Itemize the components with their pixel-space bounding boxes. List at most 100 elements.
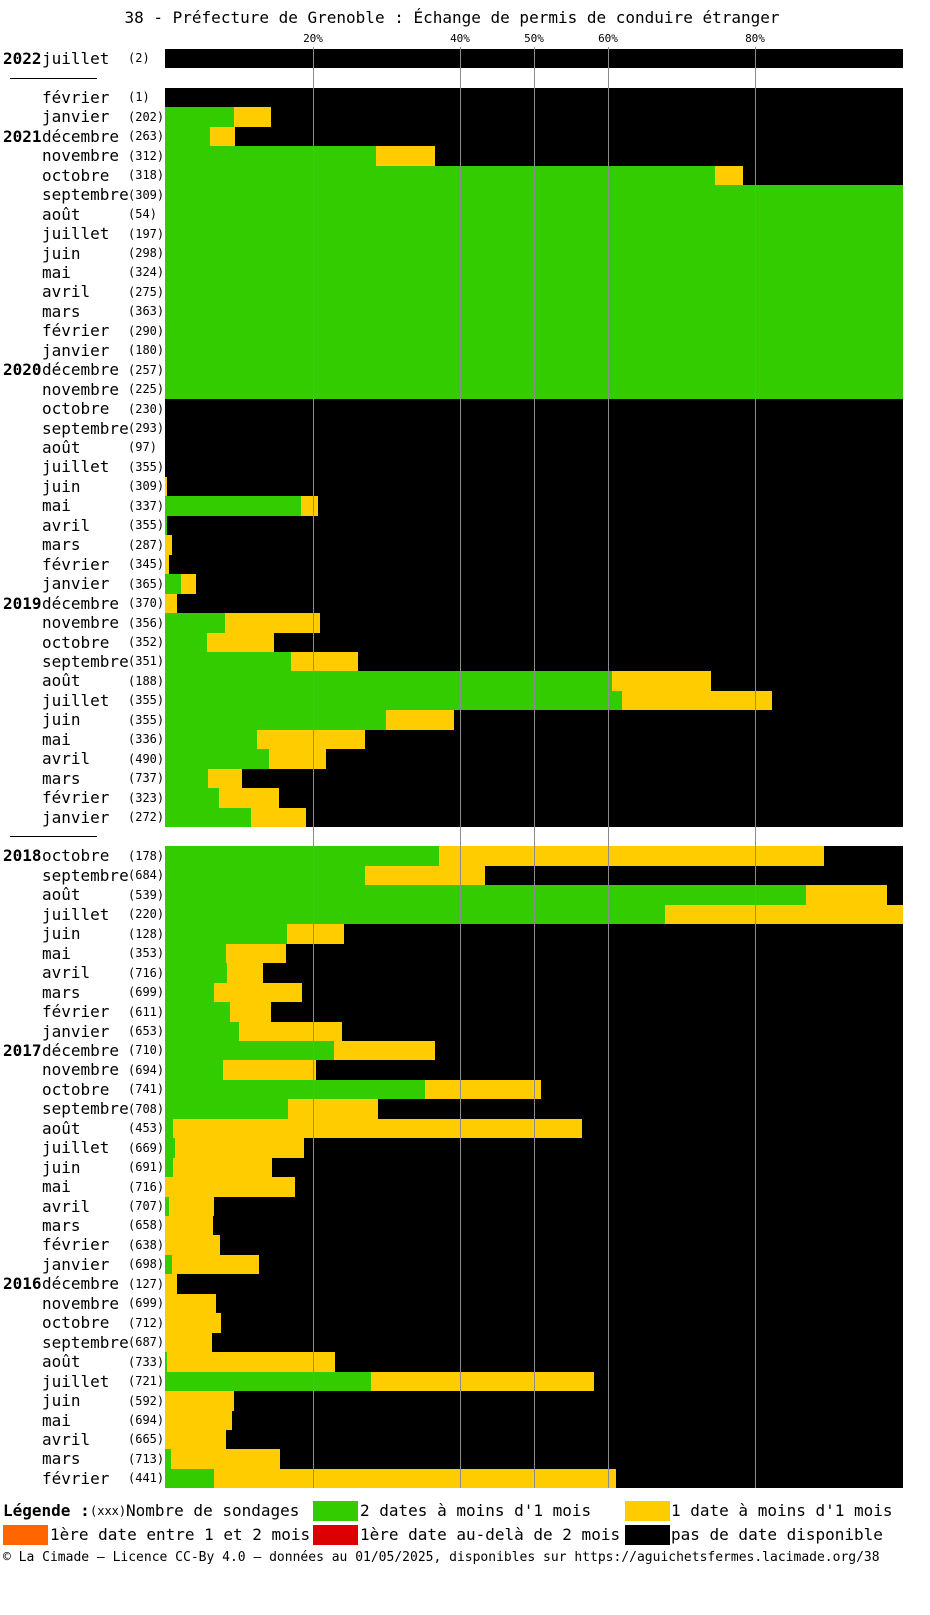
- month-label: juillet: [42, 905, 110, 924]
- year-label: 2020: [3, 360, 42, 379]
- chart-row: mai (337): [0, 496, 904, 516]
- chart-row: juin (592): [0, 1391, 904, 1411]
- chart-row: juin (298): [0, 244, 904, 263]
- sondages-count-value: 539: [135, 888, 157, 902]
- two-dates-segment: [165, 574, 182, 594]
- legend-label-two-dates: 2 dates à moins d'1 mois: [360, 1501, 592, 1520]
- sondages-count-value: 355: [135, 460, 157, 474]
- sondages-count: (275): [128, 285, 165, 299]
- month-label: décembre: [42, 594, 120, 613]
- no-date-segment: [176, 1274, 903, 1294]
- month-label: septembre: [42, 185, 129, 204]
- one-date-segment: [165, 535, 172, 555]
- bar-track: [165, 1041, 903, 1060]
- chart-row: mars (737): [0, 769, 904, 788]
- sondages-count-value: 225: [135, 382, 157, 396]
- sondages-count-value: 54: [135, 207, 150, 221]
- sondages-count-value: 710: [135, 1043, 157, 1057]
- two-dates-segment: [165, 691, 622, 710]
- month-label: mai: [42, 1411, 71, 1430]
- sondages-count: (716): [128, 966, 165, 980]
- sondages-count-value: 220: [135, 907, 157, 921]
- sondages-count-value: 323: [135, 791, 157, 805]
- year-label: 2016: [3, 1274, 42, 1293]
- one-date-segment: [165, 1216, 213, 1235]
- chart-row: février (611): [0, 1002, 904, 1022]
- sondages-count-value: 669: [135, 1141, 157, 1155]
- month-label: mars: [42, 983, 81, 1002]
- one-date-segment: [165, 594, 177, 613]
- month-label: septembre: [42, 652, 129, 671]
- one-date-segment: [165, 1313, 222, 1333]
- legend-swatch-first-date-1-2-months: [3, 1525, 48, 1545]
- x-tick-label: 80%: [745, 32, 765, 45]
- month-label: avril: [42, 516, 91, 535]
- no-date-segment: [168, 555, 903, 574]
- sondages-count: (658): [128, 1218, 165, 1232]
- sondages-count: (691): [128, 1160, 165, 1174]
- sondages-count-value: 658: [135, 1218, 157, 1232]
- month-label: mai: [42, 730, 71, 749]
- two-dates-segment: [165, 146, 377, 166]
- month-label: mars: [42, 535, 81, 554]
- chart-row: juillet (220): [0, 905, 904, 924]
- chart-row: 2022 juillet (2): [0, 49, 904, 68]
- one-date-segment: [165, 1391, 234, 1411]
- no-date-segment: [212, 1333, 903, 1352]
- sondages-count-value: 741: [135, 1082, 157, 1096]
- no-date-segment: [271, 1002, 903, 1022]
- chart-row: janvier (653): [0, 1022, 904, 1041]
- sondages-count: (653): [128, 1024, 165, 1038]
- sondages-count: (180): [128, 343, 165, 357]
- month-label: décembre: [42, 1041, 120, 1060]
- chart-row: avril (716): [0, 963, 904, 983]
- one-date-segment: [213, 983, 302, 1002]
- two-dates-segment: [165, 107, 235, 127]
- no-date-segment: [195, 574, 903, 594]
- no-date-segment: [325, 749, 903, 769]
- one-date-segment: [165, 555, 169, 574]
- no-date-segment: [167, 516, 903, 535]
- sondages-count: (309): [128, 479, 165, 493]
- month-label: avril: [42, 963, 91, 982]
- one-date-segment: [226, 963, 264, 983]
- sondages-count-value: 275: [135, 285, 157, 299]
- no-date-segment: [294, 1177, 903, 1197]
- sondages-count-value: 197: [135, 227, 157, 241]
- no-date-segment: [342, 1022, 903, 1041]
- month-label: janvier: [42, 341, 110, 360]
- sondages-count-value: 684: [135, 868, 157, 882]
- sondages-count-value: 694: [135, 1063, 157, 1077]
- sondages-count-value: 365: [135, 577, 157, 591]
- month-label: juillet: [42, 224, 110, 243]
- one-date-segment: [165, 1411, 233, 1430]
- sondages-count-value: 352: [135, 635, 157, 649]
- month-label: octobre: [42, 1080, 110, 1099]
- no-date-segment: [221, 1313, 903, 1333]
- one-date-segment: [665, 905, 903, 924]
- sondages-count: (352): [128, 635, 165, 649]
- two-dates-segment: [165, 1022, 239, 1041]
- no-date-segment: [581, 1119, 903, 1138]
- one-date-segment: [173, 1119, 582, 1138]
- two-dates-segment: [165, 963, 227, 983]
- no-date-segment: [319, 613, 903, 633]
- no-date-segment: [171, 535, 903, 555]
- sondages-count-value: 298: [135, 246, 157, 260]
- chart-row: août (733): [0, 1352, 904, 1372]
- month-label: août: [42, 205, 81, 224]
- no-date-segment: [167, 477, 903, 496]
- one-date-segment: [167, 1352, 336, 1372]
- month-label: novembre: [42, 1060, 120, 1079]
- two-dates-segment: [165, 1158, 174, 1177]
- month-label: juillet: [42, 691, 110, 710]
- year-label: 2019: [3, 594, 42, 613]
- year-label: 2021: [3, 127, 42, 146]
- x-tick-label: 40%: [450, 32, 470, 45]
- chart-row: mars (713): [0, 1449, 904, 1469]
- sondages-count-value: 345: [135, 557, 157, 571]
- month-label: juillet: [42, 457, 110, 476]
- chart-row: septembre (684): [0, 866, 904, 885]
- sondages-count: (638): [128, 1238, 165, 1252]
- sondages-count-value: 638: [135, 1238, 157, 1252]
